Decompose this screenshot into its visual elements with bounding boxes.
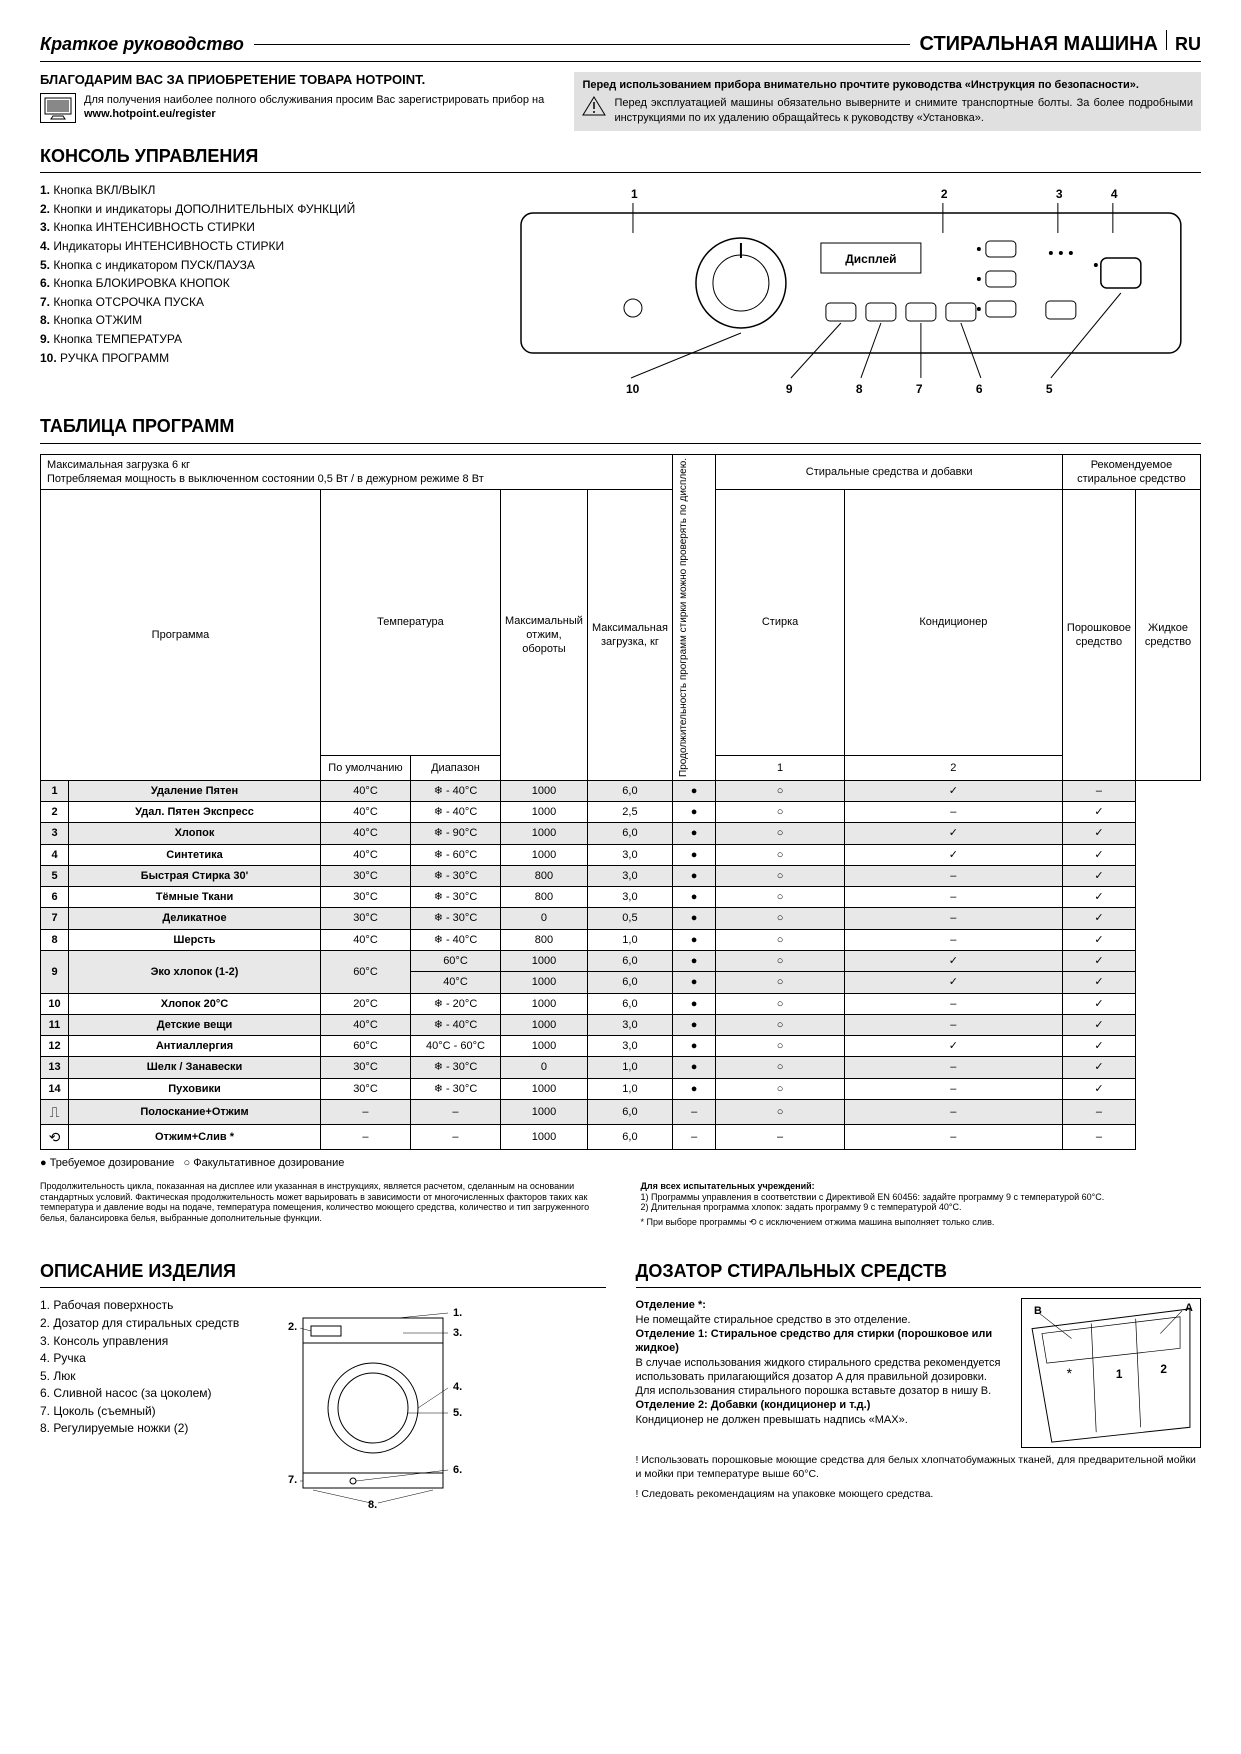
svg-text:5.: 5. bbox=[453, 1407, 462, 1419]
table-row: 7Деликатное30°C❄ - 30°C00,5●○–✓ bbox=[41, 908, 1201, 929]
svg-text:7: 7 bbox=[916, 382, 923, 396]
footnote-left: Продолжительность цикла, показанная на д… bbox=[40, 1181, 601, 1228]
page-header: Краткое руководство СТИРАЛЬНАЯ МАШИНА RU bbox=[40, 30, 1201, 62]
svg-text:7.: 7. bbox=[288, 1474, 297, 1486]
program-table: Максимальная загрузка 6 кг Потребляемая … bbox=[40, 454, 1201, 1151]
callout-3: 3 bbox=[1056, 187, 1063, 201]
display-label: Дисплей bbox=[845, 252, 896, 266]
svg-text:A: A bbox=[1185, 1302, 1193, 1314]
table-row: 12Антиаллергия60°C40°C - 60°C10003,0●○✓✓ bbox=[41, 1036, 1201, 1057]
dispenser-note-2: ! Следовать рекомендациям на упаковке мо… bbox=[636, 1488, 1202, 1502]
footnote-right: Для всех испытательных учреждений: 1) Пр… bbox=[641, 1181, 1202, 1228]
machine-diagram: 1. 2. 3. 4. 5. 6. 7. 8. bbox=[253, 1298, 493, 1518]
svg-text:6: 6 bbox=[976, 382, 983, 396]
monitor-icon bbox=[40, 93, 76, 123]
language-code: RU bbox=[1175, 33, 1201, 56]
table-row: 10Хлопок 20°C20°C❄ - 20°C10006,0●○–✓ bbox=[41, 993, 1201, 1014]
section-desc: ОПИСАНИЕ ИЗДЕЛИЯ bbox=[40, 1260, 606, 1288]
guide-title: Краткое руководство bbox=[40, 33, 244, 56]
svg-text:6.: 6. bbox=[453, 1464, 462, 1476]
svg-text:9: 9 bbox=[786, 382, 793, 396]
table-row: 1Удаление Пятен40°C❄ - 40°C10006,0●○✓– bbox=[41, 780, 1201, 801]
svg-text:10: 10 bbox=[626, 382, 640, 396]
table-row: 6Тёмные Ткани30°C❄ - 30°C8003,0●○–✓ bbox=[41, 887, 1201, 908]
description-list: 1. Рабочая поверхность 2. Дозатор для ст… bbox=[40, 1298, 239, 1518]
table-row: 11Детские вещи40°C❄ - 40°C10003,0●○–✓ bbox=[41, 1014, 1201, 1035]
table-row: ⟲Отжим+Слив *––10006,0–––– bbox=[41, 1125, 1201, 1150]
callout-1: 1 bbox=[631, 187, 638, 201]
safety-title: Перед использованием прибора внимательно… bbox=[582, 78, 1193, 92]
dispenser-note-1: ! Использовать порошковые моющие средств… bbox=[636, 1454, 1202, 1481]
table-row: ⎍Полоскание+Отжим––10006,0–○–– bbox=[41, 1100, 1201, 1125]
dosing-legend: ● Требуемое дозирование ○ Факультативное… bbox=[40, 1156, 1201, 1170]
table-row: 4Синтетика40°C❄ - 60°C10003,0●○✓✓ bbox=[41, 844, 1201, 865]
svg-text:*: * bbox=[1067, 1365, 1073, 1381]
intro-row: БЛАГОДАРИМ ВАС ЗА ПРИОБРЕТЕНИЕ ТОВАРА HO… bbox=[40, 72, 1201, 131]
thanks-title: БЛАГОДАРИМ ВАС ЗА ПРИОБРЕТЕНИЕ ТОВАРА HO… bbox=[40, 72, 562, 89]
safety-text: Перед эксплуатацией машины обязательно в… bbox=[614, 96, 1193, 125]
table-row: 8Шерсть40°C❄ - 40°C8001,0●○–✓ bbox=[41, 929, 1201, 950]
svg-text:2.: 2. bbox=[288, 1321, 297, 1333]
callout-4: 4 bbox=[1111, 187, 1118, 201]
svg-text:8.: 8. bbox=[368, 1499, 377, 1511]
svg-text:3.: 3. bbox=[453, 1327, 462, 1339]
register-url: www.hotpoint.eu/register bbox=[84, 108, 216, 120]
svg-text:1: 1 bbox=[1116, 1367, 1123, 1381]
control-panel-diagram: 1 2 3 4 Дисплей bbox=[501, 183, 1201, 403]
callout-2: 2 bbox=[941, 187, 948, 201]
safety-box: Перед использованием прибора внимательно… bbox=[574, 72, 1201, 131]
svg-text:1.: 1. bbox=[453, 1307, 462, 1319]
table-row: 2Удал. Пятен Экспресс40°C❄ - 40°C10002,5… bbox=[41, 801, 1201, 822]
svg-text:2: 2 bbox=[1160, 1362, 1167, 1376]
section-table: ТАБЛИЦА ПРОГРАММ bbox=[40, 415, 1201, 443]
svg-text:4.: 4. bbox=[453, 1381, 462, 1393]
table-row: 3Хлопок40°C❄ - 90°C10006,0●○✓✓ bbox=[41, 823, 1201, 844]
product-title: СТИРАЛЬНАЯ МАШИНА RU bbox=[920, 30, 1202, 57]
register-text: Для получения наиболее полного обслужива… bbox=[84, 94, 544, 106]
dispenser-diagram: * 1 2 B A bbox=[1021, 1298, 1201, 1448]
console-list: 1. Кнопка ВКЛ/ВЫКЛ 2. Кнопки и индикатор… bbox=[40, 183, 481, 403]
svg-text:5: 5 bbox=[1046, 382, 1053, 396]
section-console: КОНСОЛЬ УПРАВЛЕНИЯ bbox=[40, 145, 1201, 173]
table-row: 5Быстрая Стирка 30'30°C❄ - 30°C8003,0●○–… bbox=[41, 865, 1201, 886]
table-row: 9Эко хлопок (1-2)60°C60°C10006,0●○✓✓ bbox=[41, 951, 1201, 972]
section-dispenser: ДОЗАТОР СТИРАЛЬНЫХ СРЕДСТВ bbox=[636, 1260, 1202, 1288]
svg-text:B: B bbox=[1034, 1305, 1042, 1317]
dispenser-text: Отделение *: Не помещайте стиральное сре… bbox=[636, 1298, 1012, 1448]
table-row: 14Пуховики30°C❄ - 30°C10001,0●○–✓ bbox=[41, 1078, 1201, 1099]
svg-text:8: 8 bbox=[856, 382, 863, 396]
warning-icon bbox=[582, 96, 606, 116]
table-row: 13Шелк / Занавески30°C❄ - 30°C01,0●○–✓ bbox=[41, 1057, 1201, 1078]
